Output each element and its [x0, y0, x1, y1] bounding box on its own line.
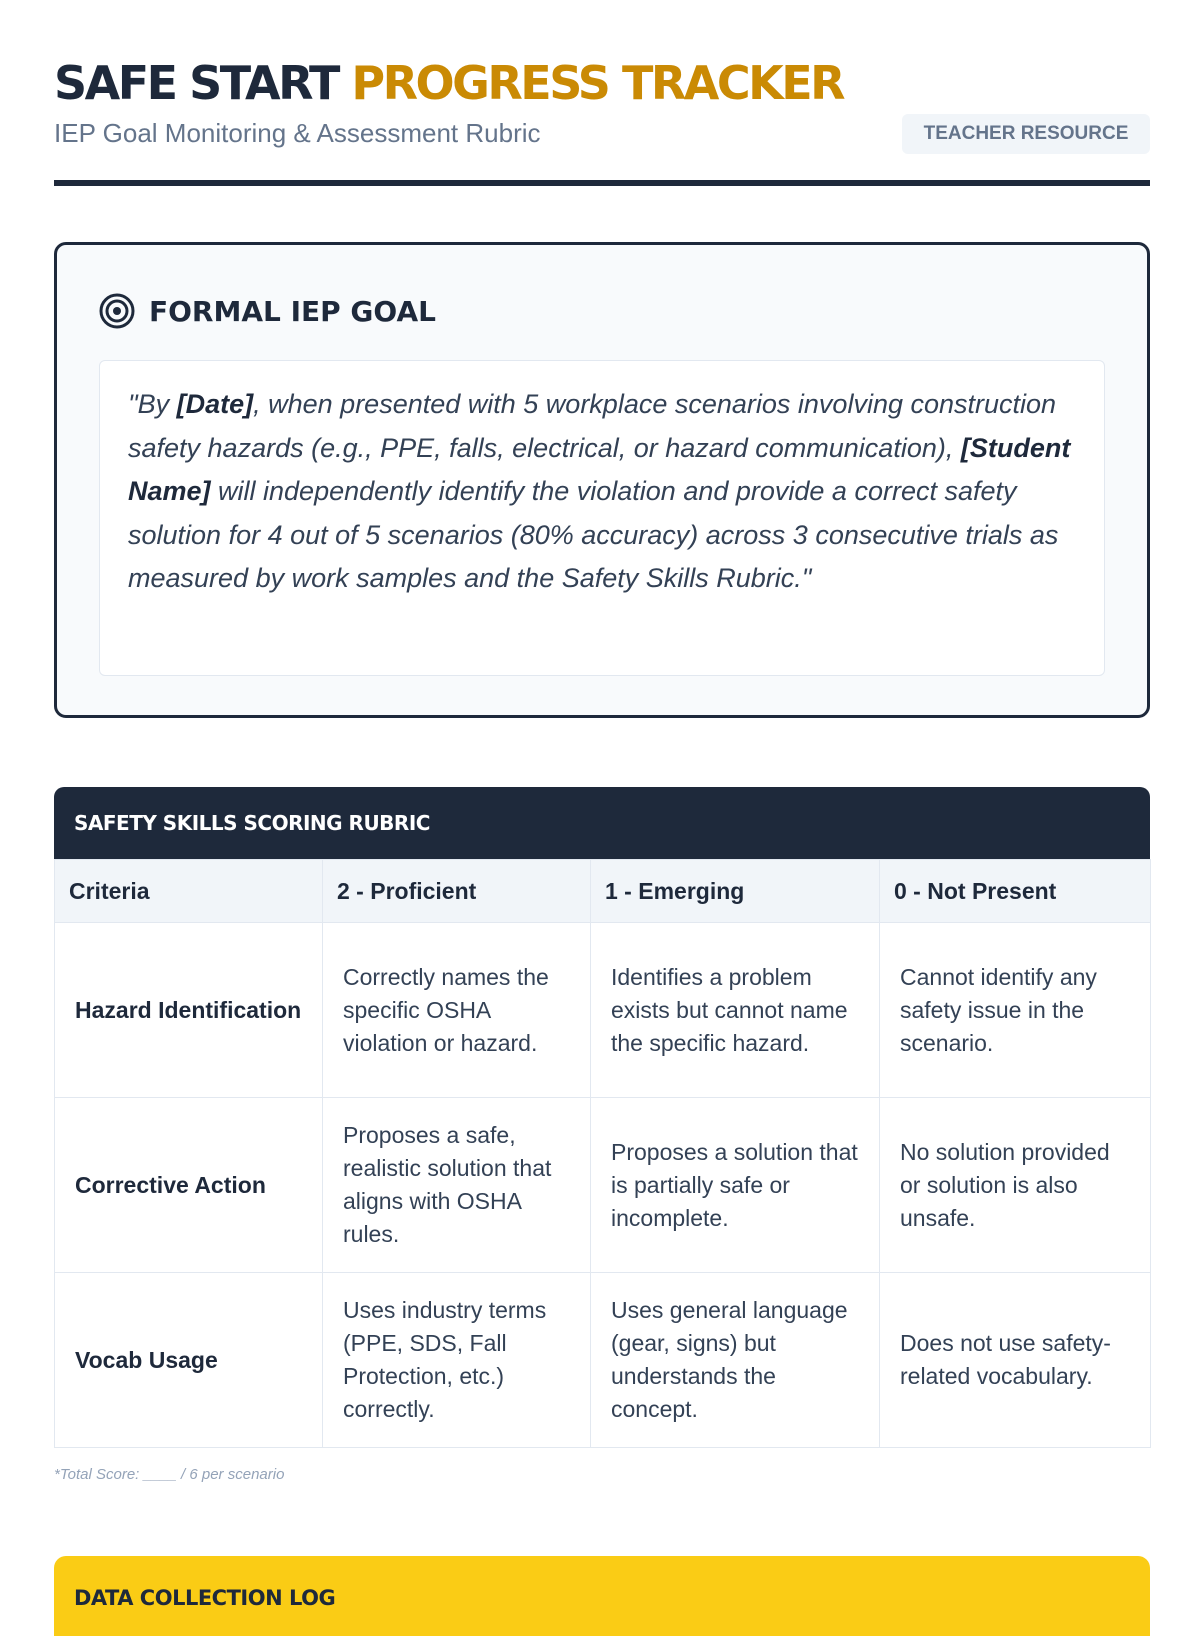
- rubric-cell: Proposes a solution that is partially sa…: [590, 1097, 880, 1273]
- rubric-cell: Cannot identify any safety issue in the …: [879, 922, 1151, 1098]
- iep-goal-card: FORMAL IEP GOAL "By [Date], when present…: [54, 242, 1150, 718]
- goal-heading: FORMAL IEP GOAL: [99, 293, 436, 329]
- column-header: 0 - Not Present: [879, 859, 1151, 923]
- rubric-cell: Correctly names the specific OSHA violat…: [322, 922, 591, 1098]
- rubric-cell: Uses general language (gear, signs) but …: [590, 1272, 880, 1448]
- column-header: 2 - Proficient: [322, 859, 591, 923]
- table-row: Hazard Identification Correctly names th…: [54, 922, 1151, 1098]
- rubric-cell: No solution provided or solution is also…: [879, 1097, 1151, 1273]
- criteria-cell: Hazard Identification: [54, 922, 323, 1098]
- rubric-cell: Proposes a safe, realistic solution that…: [322, 1097, 591, 1273]
- rubric-table: Criteria 2 - Proficient 1 - Emerging 0 -…: [54, 859, 1151, 1448]
- data-collection-log-header: DATA COLLECTION LOG: [54, 1556, 1150, 1636]
- table-row: Vocab Usage Uses industry terms (PPE, SD…: [54, 1272, 1151, 1448]
- rubric-cell: Does not use safety-related vocabulary.: [879, 1272, 1151, 1448]
- target-icon: [99, 293, 135, 329]
- teacher-resource-badge: TEACHER RESOURCE: [902, 114, 1150, 154]
- header-divider: [54, 180, 1150, 186]
- table-row: Corrective Action Proposes a safe, reali…: [54, 1097, 1151, 1273]
- rubric-cell: Uses industry terms (PPE, SDS, Fall Prot…: [322, 1272, 591, 1448]
- criteria-cell: Corrective Action: [54, 1097, 323, 1273]
- total-score-note: *Total Score: ____ / 6 per scenario: [54, 1466, 285, 1483]
- rubric-title: SAFETY SKILLS SCORING RUBRIC: [54, 787, 1150, 859]
- page-subtitle: IEP Goal Monitoring & Assessment Rubric: [54, 118, 541, 148]
- rubric-header-row: Criteria 2 - Proficient 1 - Emerging 0 -…: [54, 859, 1151, 923]
- column-header: 1 - Emerging: [590, 859, 880, 923]
- goal-statement: "By [Date], when presented with 5 workpl…: [99, 360, 1105, 676]
- column-header: Criteria: [54, 859, 323, 923]
- scoring-rubric: SAFETY SKILLS SCORING RUBRIC Criteria 2 …: [54, 787, 1151, 1448]
- criteria-cell: Vocab Usage: [54, 1272, 323, 1448]
- page-title: SAFE START PROGRESS TRACKER: [54, 56, 846, 110]
- rubric-cell: Identifies a problem exists but cannot n…: [590, 922, 880, 1098]
